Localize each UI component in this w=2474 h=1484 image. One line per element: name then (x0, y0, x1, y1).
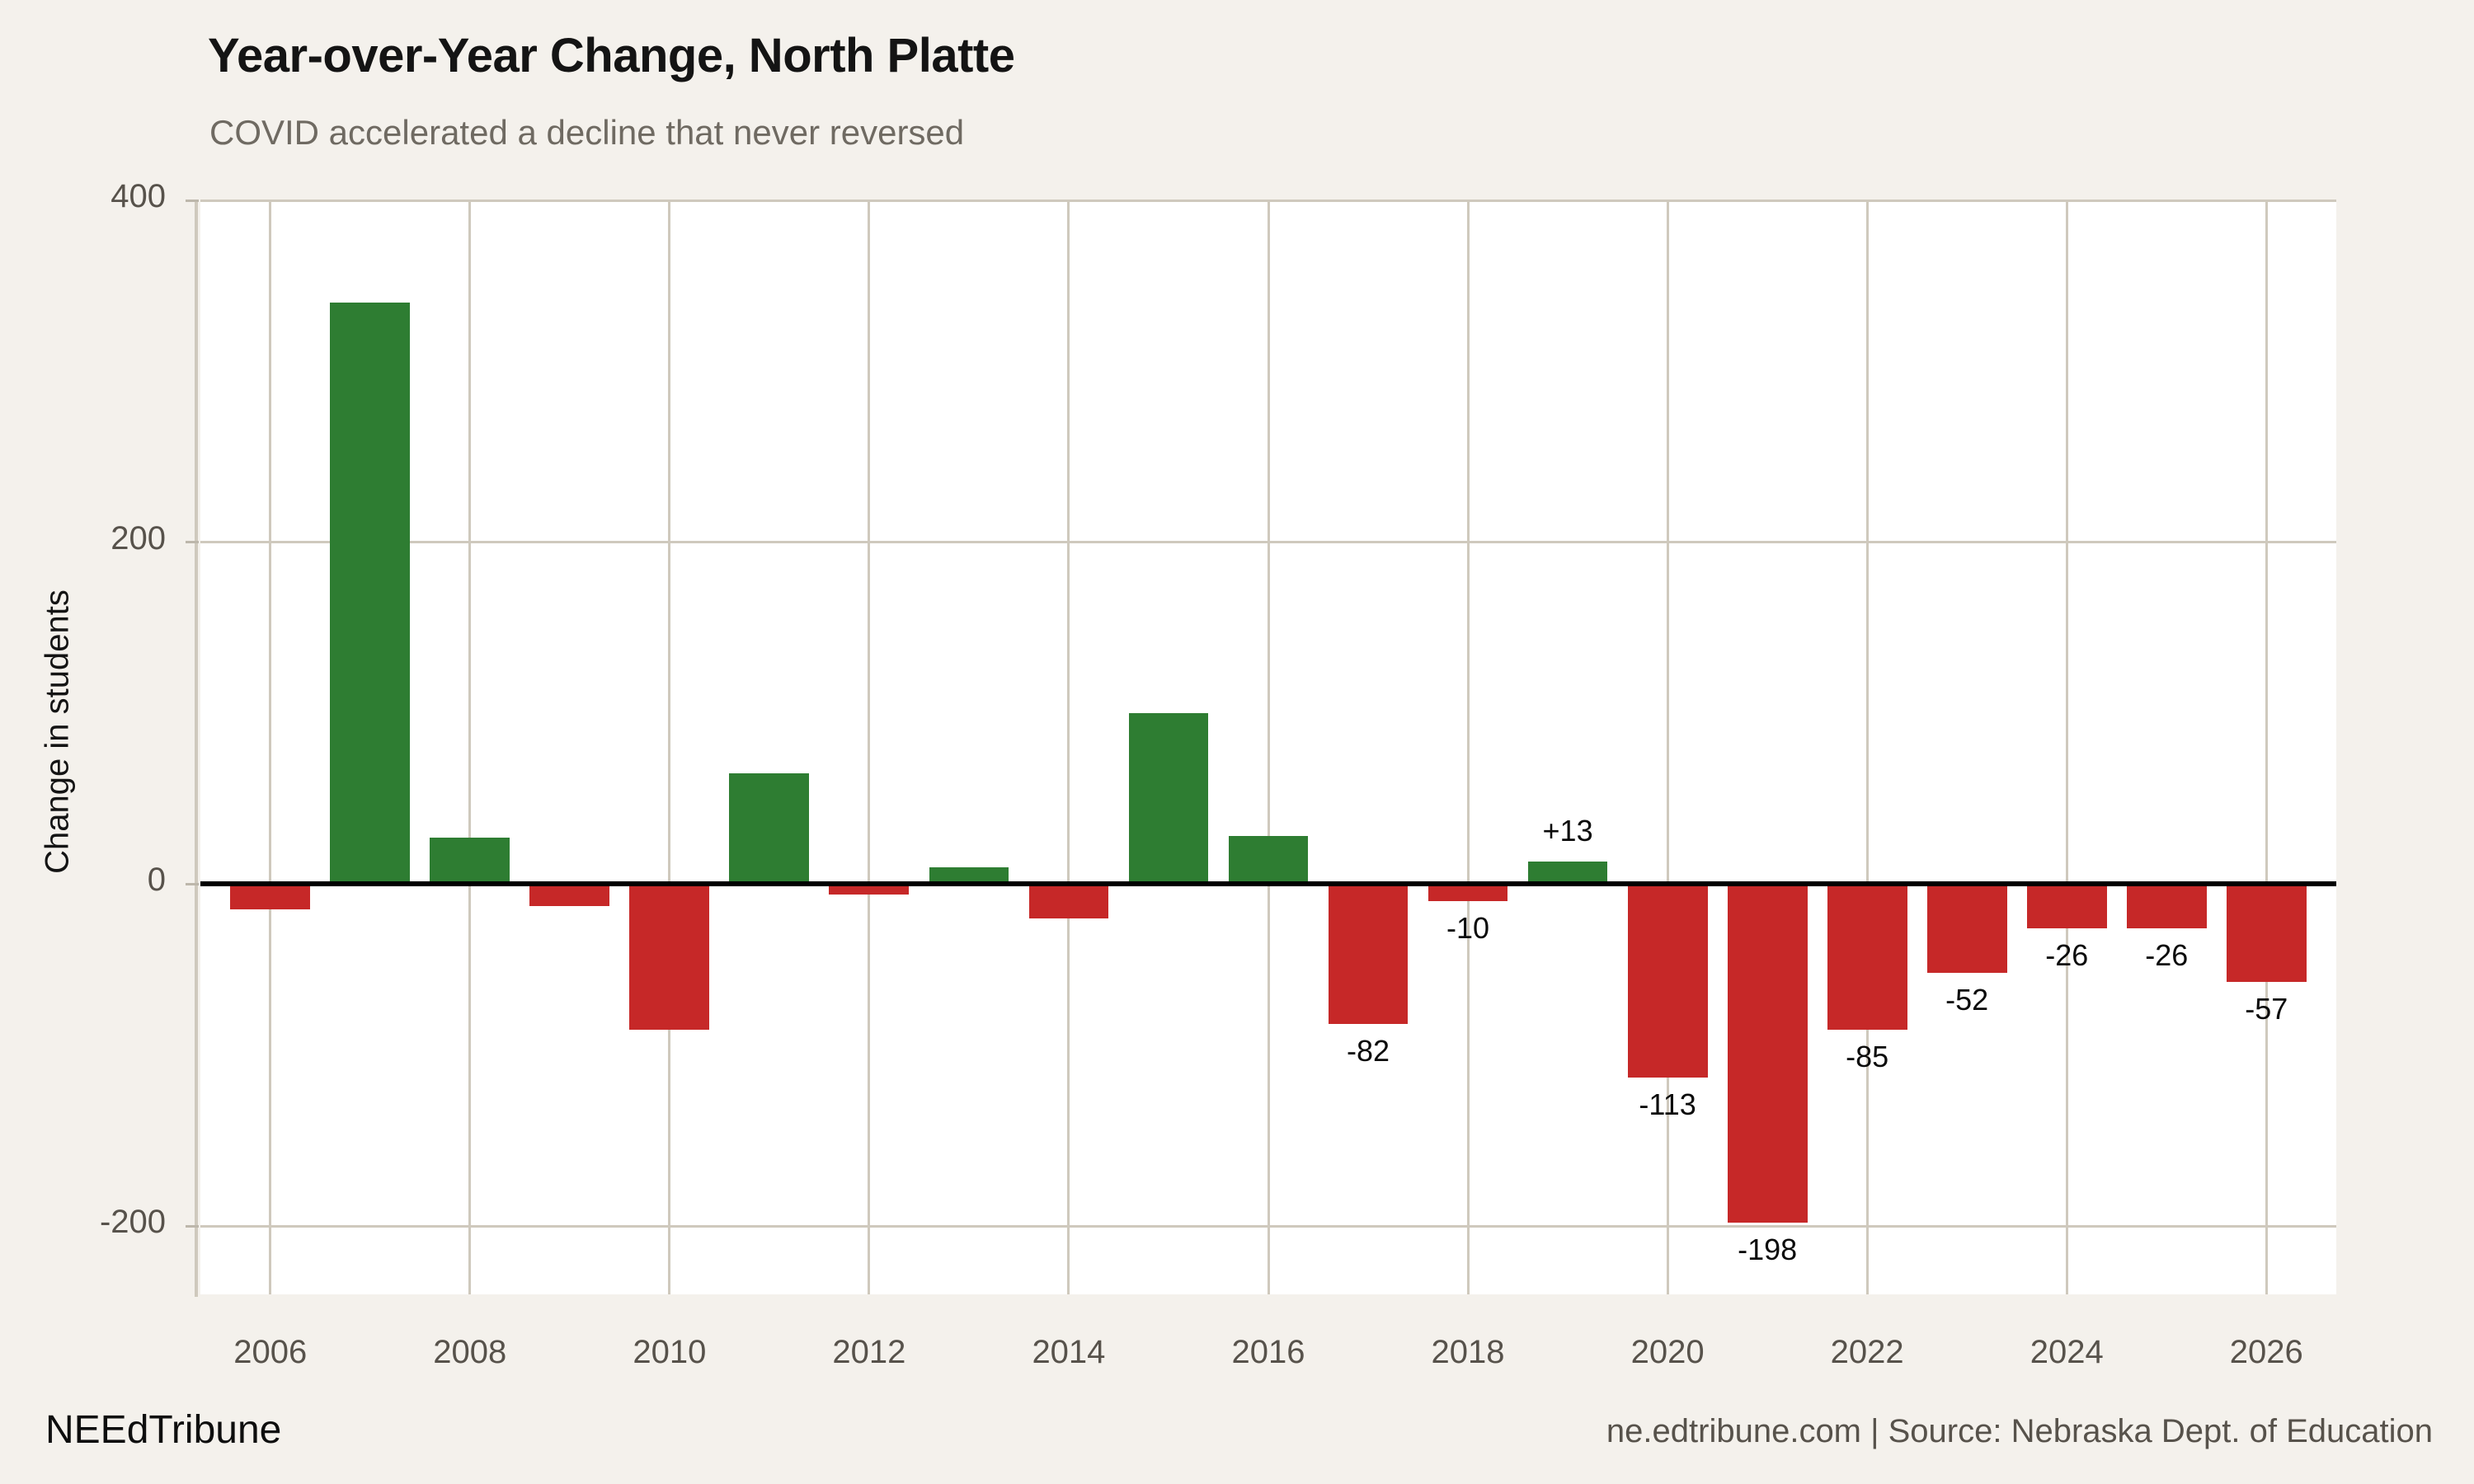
bar-value-label-2019: +13 (1542, 814, 1593, 848)
x-tick-label: 2026 (2229, 1334, 2303, 1370)
bar-2024[interactable] (2026, 884, 2107, 929)
x-tick-label: 2016 (1231, 1334, 1305, 1370)
bar-2026[interactable] (2226, 884, 2307, 982)
x-tick-label: 2024 (2030, 1334, 2104, 1370)
chart-title: Year-over-Year Change, North Platte (208, 29, 1015, 82)
x-tick-label: 2022 (1830, 1334, 1904, 1370)
y-tick-mark (186, 199, 199, 202)
zero-baseline (200, 881, 2336, 887)
gridline-vertical (1267, 200, 1270, 1294)
bar-value-label-2025: -26 (2145, 938, 2189, 973)
bar-2025[interactable] (2126, 884, 2207, 929)
y-axis-spine (195, 200, 198, 1297)
bar-2021[interactable] (1727, 884, 1808, 1223)
bar-value-label-2020: -113 (1639, 1087, 1696, 1121)
footer-brand: NEEdTribune (45, 1408, 282, 1452)
y-tick-label: 200 (111, 519, 166, 556)
bar-2011[interactable] (729, 773, 810, 885)
bar-value-label-2022: -85 (1846, 1039, 1889, 1073)
bar-2023[interactable] (1926, 884, 2007, 974)
bar-2013[interactable] (929, 866, 1009, 885)
bar-2022[interactable] (1827, 884, 1907, 1030)
gridline-vertical (2065, 200, 2068, 1294)
x-tick-label: 2010 (633, 1334, 707, 1370)
x-tick-label: 2006 (233, 1334, 308, 1370)
bar-value-label-2023: -52 (1945, 983, 1989, 1017)
bar-2015[interactable] (1128, 713, 1209, 885)
bar-2012[interactable] (829, 884, 910, 895)
x-tick-label: 2014 (1032, 1334, 1106, 1370)
x-tick-label: 2008 (433, 1334, 507, 1370)
x-tick-label: 2018 (1431, 1334, 1505, 1370)
gridline-vertical (668, 200, 671, 1294)
gridline-vertical (1865, 200, 1869, 1294)
gridline-vertical (868, 200, 871, 1294)
bar-2008[interactable] (430, 838, 510, 885)
x-tick-label: 2012 (832, 1334, 906, 1370)
y-tick-mark (186, 541, 199, 544)
bar-2014[interactable] (1028, 884, 1109, 918)
y-tick-label: 400 (111, 178, 166, 214)
bar-2018[interactable] (1427, 884, 1508, 902)
bar-2007[interactable] (330, 303, 411, 885)
gridline-vertical (1466, 200, 1470, 1294)
footer-source: ne.edtribune.com | Source: Nebraska Dept… (1606, 1413, 2433, 1449)
plot-area (200, 199, 2336, 1294)
bar-2010[interactable] (629, 884, 710, 1030)
gridline-vertical (1067, 200, 1070, 1294)
bar-value-label-2021: -198 (1738, 1232, 1798, 1266)
x-tick-label: 2020 (1630, 1334, 1705, 1370)
gridline-vertical (1666, 200, 1669, 1294)
bar-value-label-2024: -26 (2045, 938, 2089, 973)
bar-value-label-2026: -57 (2245, 991, 2288, 1026)
bar-2017[interactable] (1328, 884, 1409, 1025)
y-tick-mark (186, 882, 199, 885)
bar-value-label-2017: -82 (1347, 1034, 1390, 1068)
gridline-vertical (269, 200, 272, 1294)
y-tick-label: 0 (147, 862, 166, 899)
y-axis-title: Change in students (39, 589, 76, 874)
bar-2016[interactable] (1228, 836, 1309, 885)
y-tick-mark (186, 1224, 199, 1228)
bar-2020[interactable] (1627, 884, 1708, 1078)
bar-2006[interactable] (230, 884, 311, 910)
gridline-vertical (2265, 200, 2268, 1294)
y-tick-label: -200 (99, 1204, 166, 1241)
bar-2019[interactable] (1527, 862, 1608, 885)
chart-subtitle: COVID accelerated a decline that never r… (209, 113, 965, 152)
gridline-vertical (468, 200, 472, 1294)
bar-2009[interactable] (529, 884, 610, 907)
bar-value-label-2018: -10 (1446, 911, 1490, 946)
